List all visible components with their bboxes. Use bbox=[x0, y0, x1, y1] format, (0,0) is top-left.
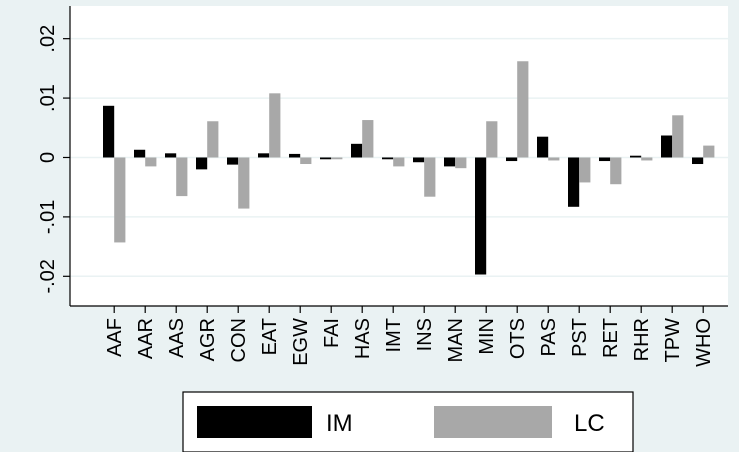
bar-lc-fai bbox=[331, 157, 343, 160]
bar-lc-egw bbox=[300, 157, 312, 165]
bar-lc-agr bbox=[207, 121, 219, 158]
x-tick-label: AGR bbox=[197, 318, 219, 361]
x-tick-label: PAS bbox=[538, 318, 560, 357]
y-tick-label: .02 bbox=[37, 25, 59, 53]
bar-im-aar bbox=[134, 149, 146, 158]
x-tick-label: INS bbox=[414, 318, 436, 351]
bar-lc-eat bbox=[269, 93, 281, 158]
x-tick-label: EGW bbox=[290, 318, 312, 366]
y-tick-label: -.01 bbox=[37, 200, 59, 234]
x-tick-label: RHR bbox=[631, 318, 653, 361]
legend-label-im: IM bbox=[326, 410, 353, 437]
x-tick-label: PST bbox=[569, 318, 591, 357]
bar-im-eat bbox=[258, 153, 270, 158]
bar-im-pas bbox=[537, 136, 549, 158]
bar-lc-aas bbox=[176, 157, 188, 197]
bar-im-has bbox=[351, 143, 363, 158]
legend: IM LC bbox=[182, 391, 634, 452]
bar-im-ins bbox=[413, 157, 425, 163]
bars bbox=[103, 61, 715, 275]
x-tick-label: OTS bbox=[507, 318, 529, 359]
legend-swatch-lc bbox=[434, 406, 552, 438]
bar-im-aas bbox=[165, 153, 177, 158]
bar-im-con bbox=[227, 157, 239, 165]
bar-lc-con bbox=[238, 157, 250, 209]
bar-im-rhr bbox=[630, 155, 642, 158]
y-tick-label: .01 bbox=[37, 84, 59, 112]
bar-lc-min bbox=[486, 121, 498, 158]
x-tick-label: WHO bbox=[693, 318, 715, 367]
bar-im-man bbox=[444, 157, 456, 167]
bar-im-ots bbox=[506, 157, 518, 162]
x-tick-label: MIN bbox=[476, 318, 498, 355]
plot-area bbox=[70, 6, 728, 306]
bar-lc-ret bbox=[610, 157, 622, 185]
y-axis: -.02 -.01 0 .01 .02 bbox=[37, 6, 71, 306]
bar-lc-man bbox=[455, 157, 467, 169]
bar-lc-rhr bbox=[641, 157, 653, 161]
bar-im-fai bbox=[320, 157, 332, 160]
x-tick-label: MAN bbox=[445, 318, 467, 362]
x-tick-label: TPW bbox=[662, 318, 684, 363]
bar-lc-pas bbox=[548, 157, 560, 161]
bar-im-imt bbox=[382, 157, 394, 160]
x-tick-label: AAR bbox=[135, 318, 157, 359]
bar-im-aaf bbox=[103, 105, 115, 158]
bar-im-pst bbox=[568, 157, 580, 207]
bar-lc-tpw bbox=[672, 115, 684, 158]
bar-im-who bbox=[692, 157, 704, 165]
x-tick-label: FAI bbox=[321, 318, 343, 348]
bar-im-ret bbox=[599, 157, 611, 162]
y-tick-label: -.02 bbox=[37, 259, 59, 293]
x-tick-label: EAT bbox=[259, 318, 281, 355]
x-tick-label: AAF bbox=[104, 318, 126, 357]
legend-label-lc: LC bbox=[574, 410, 605, 437]
bar-lc-imt bbox=[393, 157, 405, 167]
bar-lc-ins bbox=[424, 157, 436, 197]
bar-im-egw bbox=[289, 153, 301, 158]
bar-im-tpw bbox=[661, 135, 673, 158]
legend-swatch-im bbox=[197, 406, 312, 438]
x-tick-label: CON bbox=[228, 318, 250, 362]
y-tick-label: 0 bbox=[37, 152, 59, 163]
bar-lc-ots bbox=[517, 61, 529, 158]
bar-im-min bbox=[475, 157, 487, 275]
x-tick-label: AAS bbox=[166, 318, 188, 358]
bar-lc-who bbox=[703, 145, 715, 158]
bar-im-agr bbox=[196, 157, 208, 170]
bar-lc-aaf bbox=[114, 157, 126, 243]
x-axis: AAF AAR AAS AGR CON EAT EGW FAI HAS IMT INS MAN MIN O… bbox=[70, 305, 728, 367]
bar-lc-has bbox=[362, 120, 374, 158]
x-tick-label: HAS bbox=[352, 318, 374, 359]
bar-lc-pst bbox=[579, 157, 591, 183]
bar-lc-aar bbox=[145, 157, 157, 167]
x-tick-label: IMT bbox=[383, 318, 405, 352]
x-tick-label: RET bbox=[600, 318, 622, 358]
